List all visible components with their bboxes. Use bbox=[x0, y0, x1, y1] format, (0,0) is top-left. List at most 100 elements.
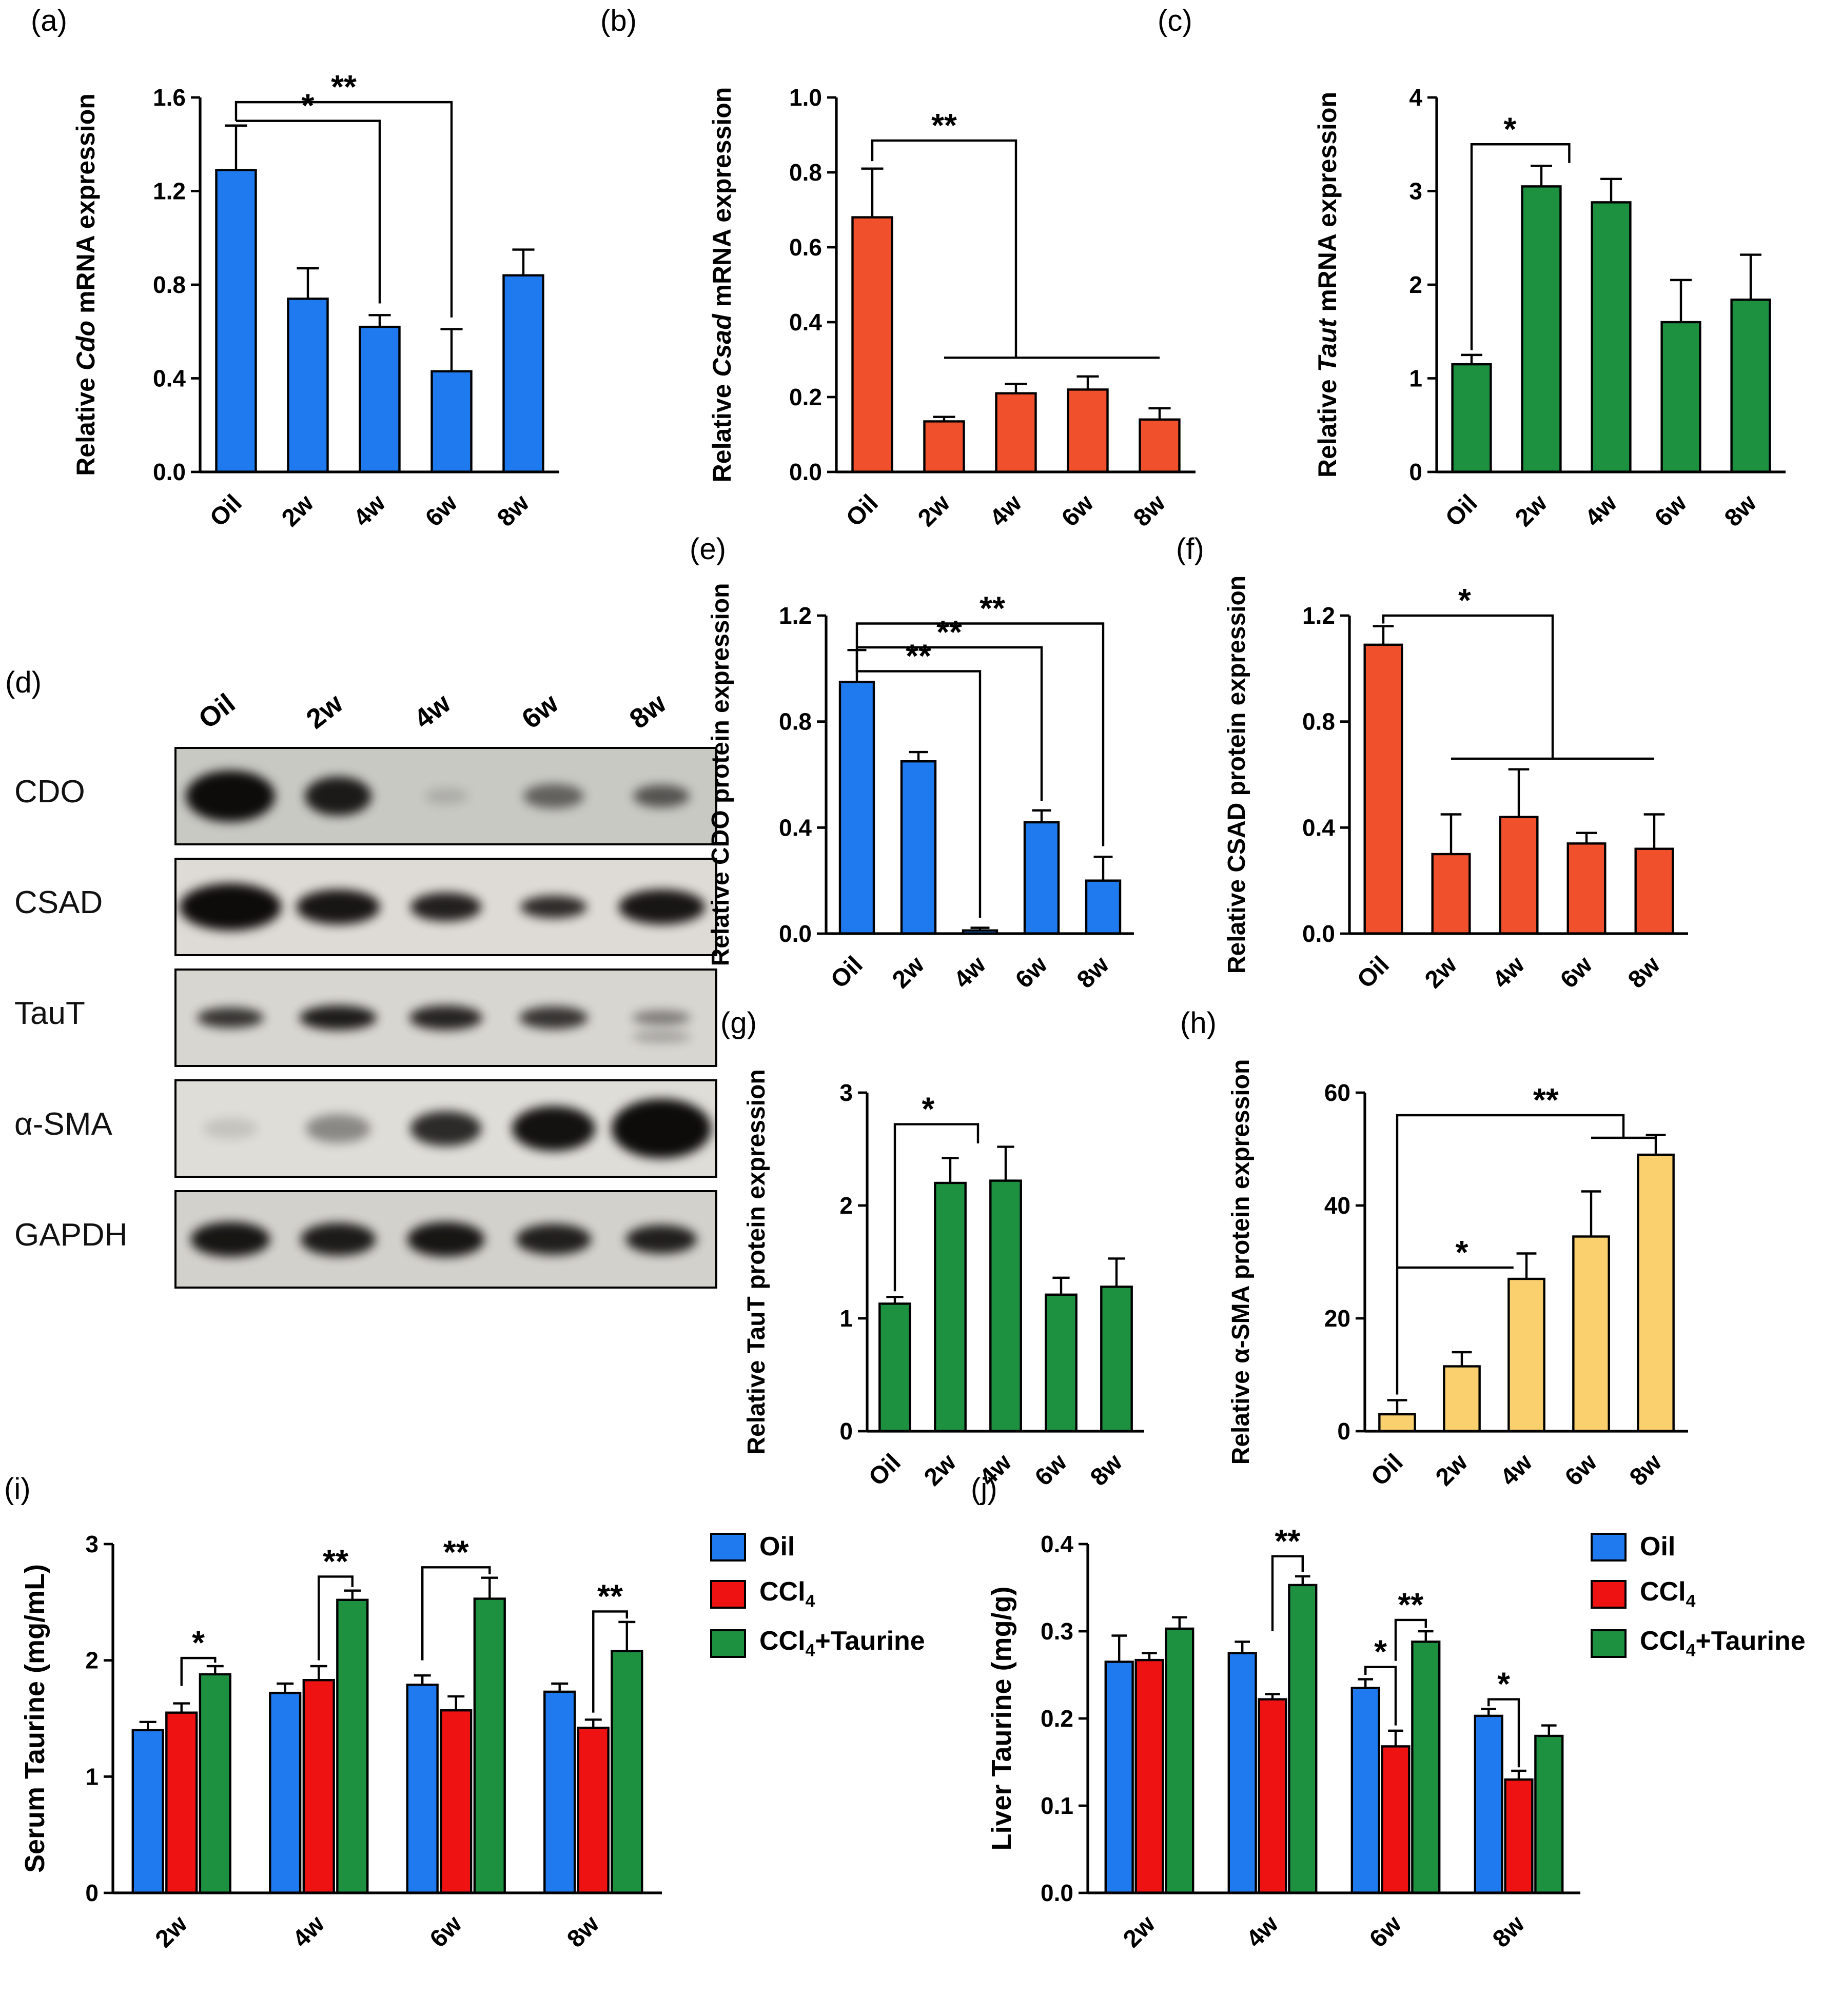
sig-label: ** bbox=[331, 68, 357, 105]
x-tick-label: 4w bbox=[348, 489, 391, 532]
bar bbox=[934, 1181, 967, 1433]
blot-lane-header: 4w bbox=[407, 687, 456, 735]
y-tick-label: 1 bbox=[839, 1305, 853, 1332]
y-tick-label: 1.6 bbox=[153, 84, 186, 111]
y-tick-label: 0 bbox=[839, 1418, 853, 1445]
y-tick-label: 0.4 bbox=[1302, 814, 1335, 841]
bar bbox=[1730, 299, 1771, 473]
bar bbox=[1227, 1652, 1257, 1894]
blot-band bbox=[190, 1222, 270, 1257]
sig-bracket bbox=[1487, 1698, 1520, 1768]
sig-label: ** bbox=[1533, 1081, 1559, 1118]
chart-liver-taurine: 0.0 0.1 0.2 0.3 0.4 2w 4w 6w 8w Liver Taurine (mg… bbox=[970, 1493, 1591, 2016]
bar bbox=[1507, 1277, 1545, 1433]
bar bbox=[1660, 321, 1701, 473]
chart-f-svg: 0.0 0.4 0.8 1.2 Oil 2w 4w 6w 8w Relative CSAD pro… bbox=[1223, 576, 1688, 994]
legend-item: Oil bbox=[710, 1531, 925, 1563]
y-tick-label: 0.0 bbox=[1041, 1880, 1073, 1906]
x-tick-label: Oil bbox=[205, 489, 247, 532]
y-tick-label: 0.8 bbox=[1302, 708, 1335, 735]
blot-band bbox=[296, 890, 380, 924]
bar bbox=[995, 392, 1037, 473]
bar bbox=[1637, 1153, 1675, 1433]
sig-bracket bbox=[234, 101, 453, 318]
x-tick-label: 8w bbox=[492, 489, 535, 532]
x-tick-label: 2w bbox=[1510, 489, 1553, 532]
y-tick-label: 0.8 bbox=[779, 708, 812, 735]
x-tick-label: 6w bbox=[1010, 951, 1053, 994]
bar bbox=[1023, 821, 1060, 935]
x-tick-label: 6w bbox=[1056, 489, 1099, 532]
legend-swatch-green bbox=[710, 1629, 746, 1658]
chart-cdo-protein: 0.0 0.4 0.8 1.2 Oil 2w 4w 6w 8w Relative CDO prot… bbox=[672, 559, 1170, 1062]
y-tick-label: 20 bbox=[1324, 1305, 1350, 1332]
y-tick-label: 0.8 bbox=[153, 271, 186, 298]
bars-group bbox=[878, 1145, 1133, 1433]
panel-tag-g: (g) bbox=[720, 1007, 757, 1040]
blot-band bbox=[197, 1007, 264, 1029]
sig-bracket bbox=[1271, 1555, 1304, 1631]
bars-group bbox=[131, 1576, 643, 1894]
sig-label: * bbox=[1458, 582, 1471, 619]
blot-band bbox=[424, 787, 467, 805]
legend-liver-taurine: Oil CCl4 CCl4+Taurine bbox=[1591, 1531, 1806, 1675]
sig-label: * bbox=[1374, 1633, 1387, 1670]
x-tick-label: 6w bbox=[420, 489, 463, 532]
sig-bracket bbox=[1470, 143, 1571, 350]
panel-tag-i: (i) bbox=[4, 1473, 31, 1506]
bar bbox=[900, 760, 937, 935]
x-tick-label: 6w bbox=[1560, 1449, 1602, 1491]
blot-band bbox=[300, 1223, 376, 1256]
bar bbox=[440, 1709, 473, 1894]
x-tick-label: 8w bbox=[1128, 489, 1171, 532]
bar bbox=[359, 325, 401, 473]
sig-bracket bbox=[1394, 1618, 1427, 1661]
y-tick-label: 2 bbox=[1409, 271, 1422, 298]
y-axis-label: Relative CDO protein expression bbox=[707, 583, 734, 966]
x-tick-label: Oil bbox=[1440, 489, 1483, 532]
y-tick-label: 0.4 bbox=[779, 814, 812, 841]
chart-taut-mrna: 0 1 2 3 4 Oil 2w 4w 6w 8w Relative Taut mRNA expre… bbox=[1272, 15, 1832, 600]
bars-group bbox=[1378, 1134, 1675, 1433]
blot-row-label: CDO bbox=[14, 774, 85, 809]
chart-serum-taurine: 0 1 2 3 2w 4w 6w 8w Serum Taurine (mg/mL) * ** ** ** bbox=[15, 1493, 677, 2016]
sig-label: ** bbox=[906, 638, 931, 675]
x-tick-label: 2w bbox=[913, 489, 955, 532]
legend-swatch-blue bbox=[1591, 1532, 1627, 1561]
sig-bracket bbox=[1396, 1114, 1625, 1395]
bar bbox=[287, 298, 329, 473]
chart-j-svg: 0.0 0.1 0.2 0.3 0.4 2w 4w 6w 8w Liver Taurine (mg… bbox=[986, 1523, 1580, 1953]
x-tick-label: 2w bbox=[1118, 1910, 1161, 1953]
y-tick-label: 0.0 bbox=[789, 459, 822, 485]
legend-swatch-red bbox=[1591, 1579, 1627, 1609]
x-tick-label: 6w bbox=[1555, 951, 1598, 994]
y-tick-label: 3 bbox=[839, 1079, 853, 1106]
x-tick-label: 8w bbox=[1719, 489, 1762, 532]
bar bbox=[878, 1302, 911, 1433]
bar bbox=[1139, 418, 1181, 473]
sig-bracket bbox=[857, 646, 1043, 801]
blot-row-label: α-SMA bbox=[14, 1106, 112, 1142]
bar bbox=[473, 1597, 506, 1894]
bar bbox=[1104, 1661, 1134, 1894]
blot-band bbox=[618, 890, 704, 924]
sig-bracket bbox=[318, 1575, 354, 1661]
sig-bracket bbox=[236, 120, 381, 304]
chart-taut-protein: 0 1 2 3 Oil 2w 4w 6w 8w Relative TauT protein exp… bbox=[708, 1031, 1180, 1565]
bar bbox=[1431, 853, 1471, 935]
x-tick-label: 4w bbox=[287, 1910, 330, 1953]
legend-serum-taurine: Oil CCl4 CCl4+Taurine bbox=[710, 1531, 925, 1675]
bars-group bbox=[1104, 1575, 1564, 1894]
y-axis-label: Serum Taurine (mg/mL) bbox=[19, 1564, 50, 1873]
bar bbox=[1591, 201, 1632, 473]
legend-item: CCl4 bbox=[710, 1576, 925, 1612]
blot-band bbox=[306, 1114, 370, 1143]
x-tick-label: 8w bbox=[562, 1910, 604, 1953]
x-tick-label: 4w bbox=[1487, 951, 1530, 994]
sig-label: ** bbox=[931, 107, 957, 144]
blot-band bbox=[409, 1005, 483, 1030]
blot-row-label: CSAD bbox=[14, 884, 103, 920]
y-tick-label: 2 bbox=[839, 1192, 853, 1219]
x-tick-label: Oil bbox=[1366, 1449, 1408, 1491]
